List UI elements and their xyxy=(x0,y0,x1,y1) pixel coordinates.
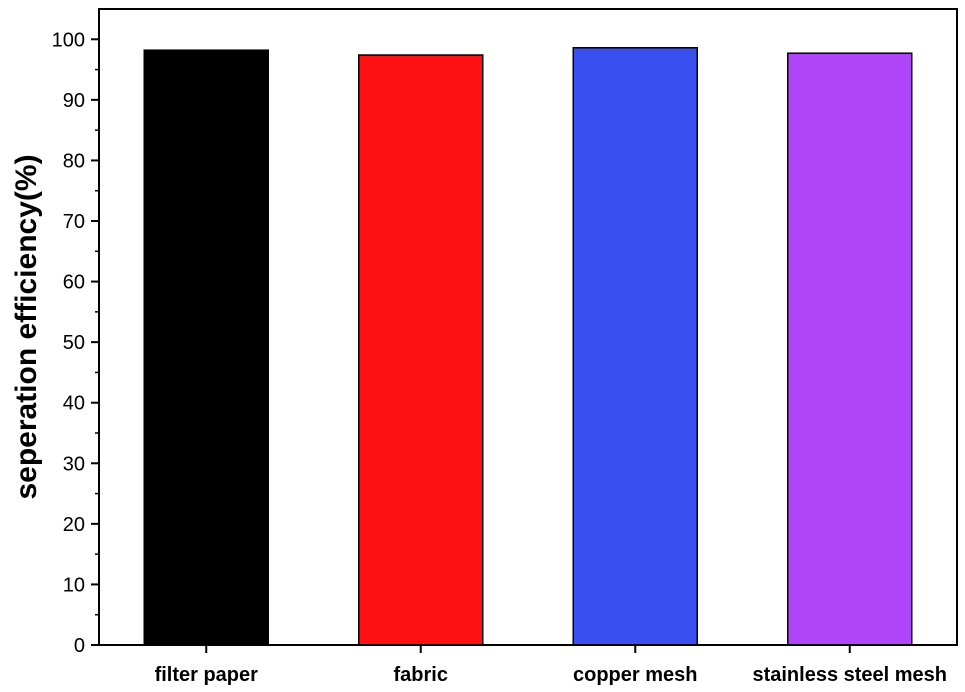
y-axis-ticks: 0 10 20 30 40 50 60 70 80 90 100 xyxy=(52,29,99,657)
y-tick-label: 0 xyxy=(74,635,85,657)
bar-fabric xyxy=(358,54,484,646)
y-tick-label: 50 xyxy=(63,332,85,354)
y-tick-label: 40 xyxy=(63,393,85,415)
bar-stainless-steel-mesh xyxy=(787,52,913,646)
y-tick-label: 90 xyxy=(63,90,85,112)
x-axis-ticks: filter paper fabric copper mesh stainless s… xyxy=(155,645,947,686)
y-tick-label: 100 xyxy=(52,29,85,51)
y-tick-label: 20 xyxy=(63,514,85,536)
bar-copper-mesh xyxy=(572,47,698,646)
x-tick-label: copper mesh xyxy=(573,664,697,686)
plot-frame xyxy=(98,8,958,646)
y-tick-label: 10 xyxy=(63,574,85,596)
y-axis-label: seperation efficiency(%) xyxy=(10,154,43,499)
x-tick-label: fabric xyxy=(394,664,448,686)
x-tick-label: stainless steel mesh xyxy=(752,664,947,686)
bars xyxy=(143,47,913,646)
y-tick-label: 60 xyxy=(63,272,85,294)
y-tick-label: 70 xyxy=(63,211,85,233)
bar-filter-paper xyxy=(143,49,269,646)
y-tick-label: 80 xyxy=(63,150,85,172)
y-tick-label: 30 xyxy=(63,453,85,475)
x-tick-label: filter paper xyxy=(155,664,259,686)
